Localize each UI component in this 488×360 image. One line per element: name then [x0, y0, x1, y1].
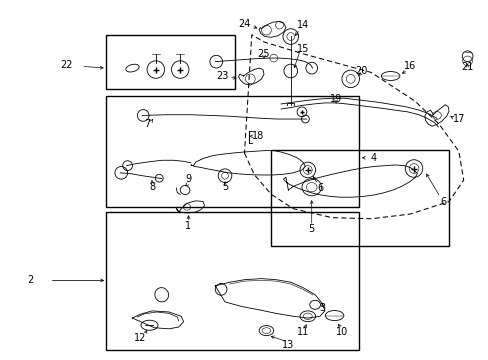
Bar: [105, 212, 358, 350]
Text: 13: 13: [282, 340, 294, 350]
Text: 22: 22: [61, 60, 73, 70]
Text: 10: 10: [335, 327, 347, 337]
Text: 5: 5: [308, 225, 314, 234]
Text: 18: 18: [251, 131, 263, 141]
Text: 4: 4: [370, 153, 376, 163]
Text: 3: 3: [319, 303, 325, 313]
Text: 5: 5: [222, 182, 228, 192]
Text: 6: 6: [316, 183, 323, 193]
Bar: [271, 149, 448, 246]
Text: 2: 2: [27, 275, 33, 285]
Text: 16: 16: [403, 61, 415, 71]
Text: 11: 11: [296, 327, 308, 337]
Text: 17: 17: [452, 114, 464, 124]
Text: 9: 9: [185, 174, 191, 184]
Text: 25: 25: [257, 49, 270, 59]
Text: 12: 12: [133, 333, 145, 343]
Text: 8: 8: [148, 182, 155, 192]
Text: 6: 6: [439, 197, 446, 207]
Bar: [105, 35, 234, 89]
Bar: [105, 96, 358, 207]
Text: 21: 21: [461, 62, 473, 72]
Text: 23: 23: [216, 71, 228, 81]
Text: 24: 24: [238, 19, 250, 29]
Text: 20: 20: [354, 66, 367, 76]
Text: 14: 14: [296, 20, 308, 30]
Text: 1: 1: [185, 221, 191, 231]
Text: 19: 19: [329, 94, 342, 104]
Text: 15: 15: [296, 44, 308, 54]
Text: 7: 7: [143, 120, 150, 129]
